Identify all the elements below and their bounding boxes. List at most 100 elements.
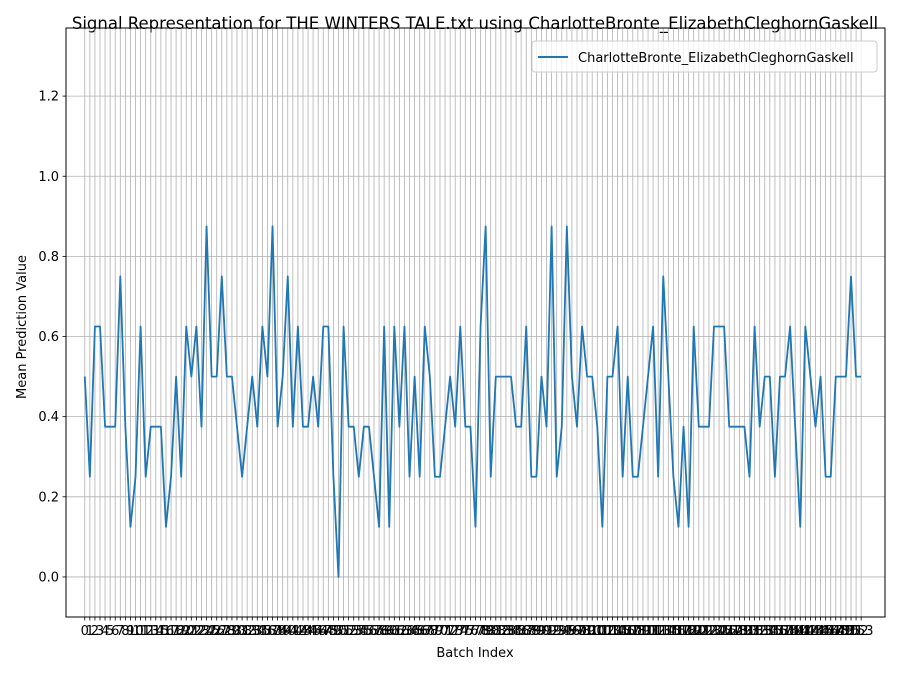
y-tick-label: 0.4 [38, 410, 59, 425]
x-tick-label: 69 [427, 624, 444, 639]
x-tick-label: 60 [381, 624, 398, 639]
x-tick-label: 20 [178, 624, 195, 639]
x-tick-label: 99 [579, 624, 596, 639]
y-tick-label: 1.2 [38, 90, 59, 105]
x-tick-label: 112 [641, 624, 666, 639]
x-tick-label: 138 [773, 624, 798, 639]
x-tick-label: 100 [580, 624, 605, 639]
x-tick-label: 73 [447, 624, 464, 639]
x-tick-label: 64 [401, 624, 418, 639]
x-tick-label: 104 [600, 624, 625, 639]
x-tick-label: 137 [768, 624, 793, 639]
x-tick-label: 36 [259, 624, 276, 639]
x-tick-label: 22 [188, 624, 205, 639]
x-tick-label: 15 [153, 624, 170, 639]
x-tick-label: 27 [214, 624, 231, 639]
x-tick-label: 152 [844, 624, 869, 639]
x-tick-label: 151 [839, 624, 864, 639]
legend-entry-label: CharlotteBronte_ElizabethCleghornGaskell [578, 51, 854, 66]
x-tick-label: 108 [620, 624, 645, 639]
x-tick-label: 141 [788, 624, 813, 639]
x-tick-label: 72 [442, 624, 459, 639]
x-tick-label: 133 [747, 624, 772, 639]
x-tick-label: 75 [457, 624, 474, 639]
x-tick-label: 82 [493, 624, 510, 639]
x-tick-label: 139 [778, 624, 803, 639]
x-tick-label: 14 [148, 624, 165, 639]
x-tick-label: 143 [798, 624, 823, 639]
x-tick-label: 21 [183, 624, 200, 639]
x-tick-label: 129 [727, 624, 752, 639]
x-tick-label: 122 [691, 624, 716, 639]
x-tick-label: 17 [163, 624, 180, 639]
x-tick-label: 96 [564, 624, 581, 639]
x-tick-label: 101 [585, 624, 610, 639]
x-tick-label: 26 [208, 624, 225, 639]
x-tick-label: 49 [325, 624, 342, 639]
series-layer [83, 225, 862, 578]
x-tick-label: 54 [351, 624, 368, 639]
y-tick-label: 0.8 [38, 250, 59, 265]
x-tick-label: 44 [300, 624, 317, 639]
x-tick-label: 1 [86, 624, 94, 639]
x-tick-label: 102 [590, 624, 615, 639]
y-tick-label: 0.6 [38, 330, 59, 345]
x-tick-label: 85 [508, 624, 525, 639]
x-tick-label: 2 [91, 624, 99, 639]
x-tick-label: 110 [631, 624, 656, 639]
y-tick-label: 1.0 [38, 170, 59, 185]
x-axis-label: Batch Index [436, 646, 514, 661]
x-tick-label: 42 [290, 624, 307, 639]
x-tick-label: 38 [269, 624, 286, 639]
x-tick-label: 81 [488, 624, 505, 639]
x-tick-label: 90 [533, 624, 550, 639]
x-tick-label: 9 [126, 624, 134, 639]
x-tick-label: 105 [605, 624, 630, 639]
x-tick-label: 76 [462, 624, 479, 639]
x-tick-label: 70 [432, 624, 449, 639]
x-tick-label: 147 [818, 624, 843, 639]
x-tick-label: 67 [416, 624, 433, 639]
x-tick-label: 146 [813, 624, 838, 639]
x-tick-label: 140 [783, 624, 808, 639]
x-tick-label: 37 [264, 624, 281, 639]
x-tick-label: 8 [121, 624, 129, 639]
x-tick-label: 144 [803, 624, 828, 639]
x-tick-label: 62 [391, 624, 408, 639]
x-tick-label: 93 [548, 624, 565, 639]
x-tick-label: 77 [467, 624, 484, 639]
x-tick-label: 34 [249, 624, 266, 639]
x-tick-label: 71 [437, 624, 454, 639]
x-tick-label: 25 [203, 624, 220, 639]
x-tick-label: 61 [386, 624, 403, 639]
x-tick-label: 118 [671, 624, 696, 639]
x-tick-label: 106 [610, 624, 635, 639]
x-tick-label: 55 [356, 624, 373, 639]
x-tick-label: 68 [422, 624, 439, 639]
x-tick-label: 59 [376, 624, 393, 639]
legend: CharlotteBronte_ElizabethCleghornGaskell [531, 40, 878, 73]
x-tick-label: 127 [717, 624, 742, 639]
x-tick-label: 114 [651, 624, 676, 639]
x-tick-label: 94 [553, 624, 570, 639]
x-tick-label: 0 [81, 624, 89, 639]
series-line [83, 225, 862, 578]
x-tick-label: 117 [666, 624, 691, 639]
x-tick-label: 126 [712, 624, 737, 639]
x-tick-label: 119 [676, 624, 701, 639]
x-tick-label: 18 [168, 624, 185, 639]
x-tick-label: 51 [335, 624, 352, 639]
x-tick-label: 7 [116, 624, 124, 639]
x-axis-ticks: 0123456789101112131415161718192021222324… [81, 617, 874, 639]
x-tick-label: 4 [101, 624, 109, 639]
x-tick-label: 135 [757, 624, 782, 639]
x-tick-label: 134 [752, 624, 777, 639]
x-tick-label: 23 [193, 624, 210, 639]
x-tick-label: 145 [808, 624, 833, 639]
x-tick-label: 19 [173, 624, 190, 639]
x-tick-label: 47 [315, 624, 332, 639]
y-axis-label: Mean Prediction Value [15, 255, 30, 399]
x-tick-label: 57 [366, 624, 383, 639]
x-tick-label: 128 [722, 624, 747, 639]
